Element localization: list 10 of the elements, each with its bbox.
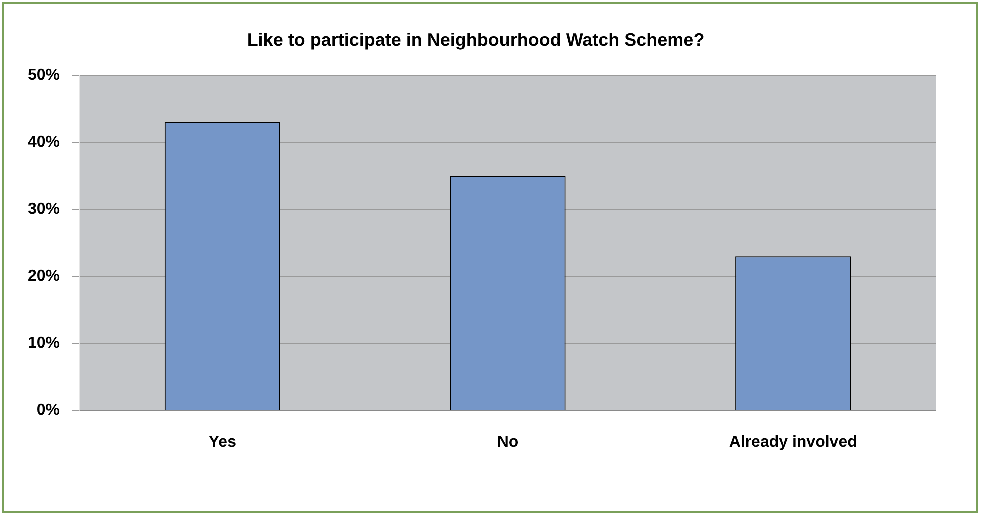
- x-tick-label: No: [497, 434, 519, 451]
- y-tick-label: 20%: [28, 268, 60, 286]
- y-tick-label: 50%: [28, 67, 60, 84]
- y-tick-label: 30%: [28, 201, 60, 218]
- chart-title: Like to participate in Neighbourhood Watch Scheme?: [247, 30, 705, 50]
- x-tick-label: Already involved: [729, 434, 858, 451]
- y-tick-label: 40%: [28, 134, 60, 152]
- y-tick-label: 0%: [36, 402, 60, 420]
- x-tick-label: Yes: [208, 434, 237, 451]
- y-tick-label: 10%: [28, 335, 60, 352]
